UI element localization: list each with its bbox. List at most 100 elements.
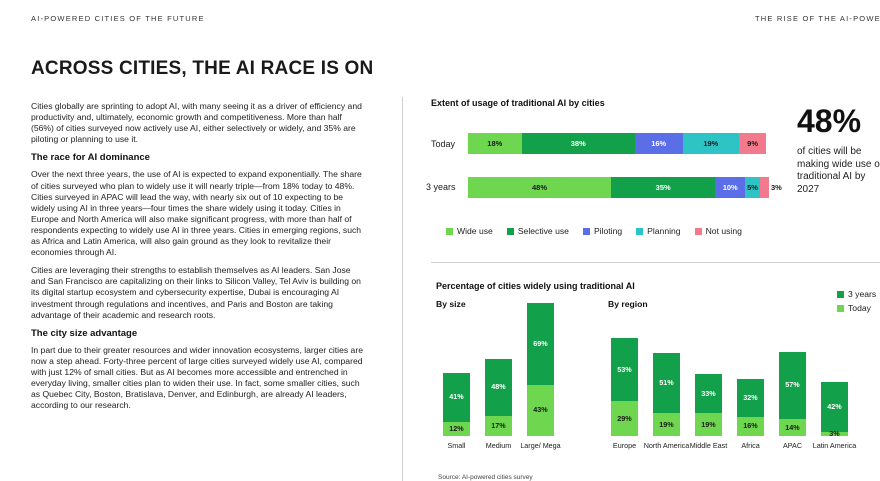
- usage-segment-planning: 19%: [682, 133, 740, 154]
- bar-3years: 69%: [527, 302, 554, 385]
- usage-segment-label: 48%: [532, 183, 548, 192]
- bar-today: 19%: [695, 413, 722, 436]
- x-tick-label: APAC: [782, 441, 803, 450]
- paragraph-size: In part due to their greater resources a…: [31, 344, 363, 411]
- legend-label: Piloting: [593, 226, 623, 236]
- usage-segment-wide-use: 48%: [468, 177, 612, 198]
- usage-segment-selective-use: 35%: [611, 177, 716, 198]
- legend-swatch: [837, 304, 844, 312]
- bar-3years: 53%: [611, 338, 638, 402]
- bar-today: 19%: [653, 413, 680, 436]
- callout-value: 48%: [797, 103, 862, 139]
- usage-segment-label: 3%: [770, 183, 782, 192]
- section-divider: [431, 262, 880, 263]
- usage-segment-label: 9%: [747, 139, 758, 148]
- header-right: THE RISE OF THE AI-POWERED: [755, 14, 880, 23]
- widely-chart-legend: 3 years Today: [837, 287, 876, 315]
- bar-today-label: 19%: [701, 419, 716, 429]
- heading-size: The city size advantage: [31, 327, 138, 339]
- x-tick-label: North America: [643, 441, 690, 450]
- x-tick-label: Latin America: [812, 441, 857, 450]
- bar-today: 43%: [527, 384, 554, 436]
- usage-segment-not-using: 3%: [760, 177, 782, 198]
- legend-item-wide-use: Wide use: [446, 226, 493, 236]
- bar-today: 16%: [737, 416, 764, 436]
- legend-item-3-years: 3 years: [837, 287, 876, 301]
- usage-segment-label: 5%: [747, 183, 758, 192]
- legend-item-today: Today: [837, 301, 876, 315]
- usage-segment-wide-use: 18%: [468, 133, 522, 154]
- usage-segment-label: 18%: [487, 139, 503, 148]
- header-left: AI-POWERED CITIES OF THE FUTURE: [31, 14, 205, 23]
- usage-segment-planning: 5%: [745, 177, 761, 198]
- usage-segment-label: 10%: [722, 183, 738, 192]
- bar-today-label: 12%: [449, 423, 464, 433]
- bar-today: 3%: [821, 429, 848, 439]
- source-note: Source: AI-powered cities survey: [438, 474, 533, 481]
- legend-swatch: [582, 227, 590, 235]
- bar-3years-label: 53%: [617, 364, 632, 374]
- legend-label: Selective use: [517, 226, 569, 236]
- row-label-today: Today: [431, 139, 456, 149]
- bar-3years-label: 48%: [491, 382, 506, 392]
- bar-3years-label: 33%: [701, 388, 716, 398]
- bar-today-label: 19%: [659, 419, 674, 429]
- widely-chart-title: Percentage of cities widely using tradit…: [436, 281, 635, 291]
- x-tick-label: Europe: [612, 441, 637, 450]
- bar-3years: 57%: [779, 351, 806, 420]
- legend-label: Today: [848, 303, 871, 313]
- bar-today-label: 14%: [785, 422, 800, 432]
- usage-segment-selective-use: 38%: [521, 133, 635, 154]
- usage-segment-label: 35%: [655, 183, 671, 192]
- paragraph-race: Over the next three years, the use of AI…: [31, 169, 362, 258]
- bar-today-label: 17%: [491, 420, 506, 430]
- bar-today: 14%: [779, 419, 806, 436]
- paragraph-leaders: Cities are leveraging their strengths to…: [31, 265, 361, 320]
- usage-segment-not-using: 9%: [739, 133, 766, 154]
- page-title: ACROSS CITIES, THE AI RACE IS ON: [31, 58, 374, 79]
- x-tick-label: Small: [447, 441, 466, 450]
- legend-item-selective-use: Selective use: [506, 226, 569, 236]
- legend-label: 3 years: [848, 289, 877, 299]
- bar-today: 12%: [443, 421, 470, 436]
- legend-swatch: [636, 227, 644, 235]
- x-tick-label: Large/ Mega: [520, 441, 561, 450]
- body-text: Cities globally are sprinting to adopt A…: [31, 101, 366, 418]
- column-divider: [402, 97, 403, 481]
- usage-segment-piloting: 10%: [715, 177, 746, 198]
- legend-item-not-using: Not using: [694, 226, 742, 236]
- callout-caption: of cities will be making wide use of tra…: [797, 146, 880, 195]
- x-tick-label: Africa: [741, 441, 760, 450]
- bar-3years: 42%: [821, 382, 848, 433]
- group-label-size: By size: [436, 299, 466, 309]
- legend-swatch: [506, 227, 514, 235]
- bar-today: 29%: [611, 401, 638, 436]
- legend-label: Not using: [705, 226, 742, 236]
- bar-3years: 32%: [737, 378, 764, 417]
- bar-3years: 51%: [653, 352, 680, 414]
- bar-3years-label: 32%: [743, 392, 758, 402]
- bar-3years: 41%: [443, 372, 470, 422]
- usage-segment-piloting: 16%: [634, 133, 683, 154]
- legend-swatch: [837, 290, 844, 298]
- bar-3years-label: 69%: [533, 338, 548, 348]
- bar-today: 17%: [485, 415, 512, 436]
- usage-segment-label: 19%: [703, 139, 719, 148]
- usage-segment-label: 16%: [651, 139, 667, 148]
- legend-label: Planning: [647, 226, 681, 236]
- bar-today-label: 3%: [829, 429, 840, 439]
- legend-label: Wide use: [457, 226, 493, 236]
- bar-today-label: 43%: [533, 405, 548, 415]
- group-label-region: By region: [608, 299, 648, 309]
- bar-today-label: 16%: [743, 421, 758, 431]
- heading-race: The race for AI dominance: [31, 152, 150, 164]
- bar-today-label: 29%: [617, 413, 632, 423]
- widely-chart-plot: 41% 12% Small 48% 17% Medium 69% 43% Large/ Mega…: [430, 300, 880, 470]
- legend-item-planning: Planning: [636, 226, 681, 236]
- bar-3years-label: 51%: [659, 378, 674, 388]
- paragraph-intro: Cities globally are sprinting to adopt A…: [31, 101, 362, 145]
- x-tick-label: Middle East: [689, 441, 728, 450]
- legend-swatch: [694, 227, 702, 235]
- usage-segment-label: 38%: [570, 139, 586, 148]
- legend-swatch: [446, 227, 453, 235]
